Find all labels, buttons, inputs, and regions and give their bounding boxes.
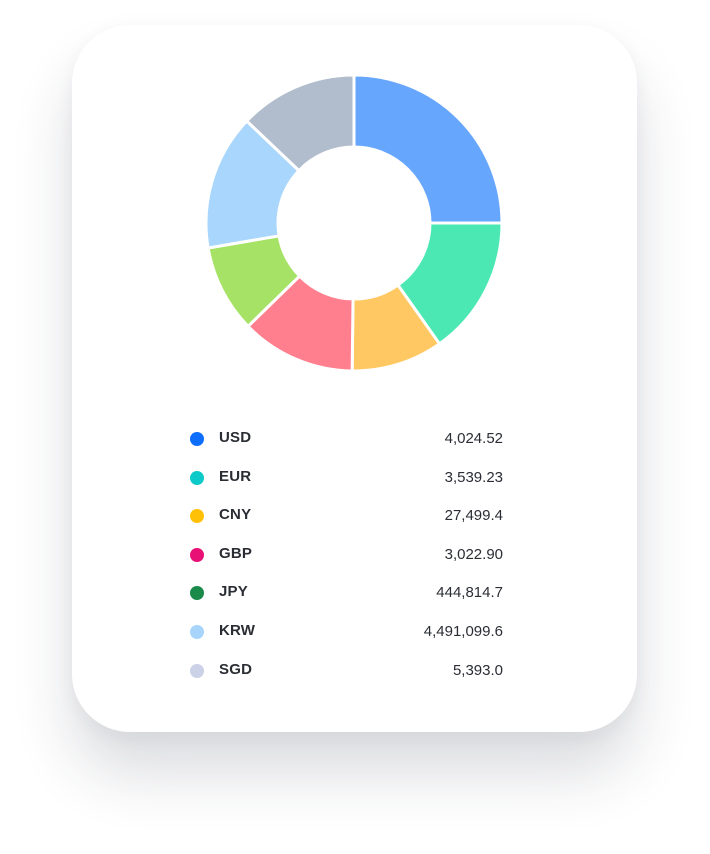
donut-slice-usd xyxy=(352,73,504,225)
legend-dot-usd xyxy=(190,432,204,446)
legend-row-cny: CNY 27,499.4 xyxy=(190,497,503,536)
legend-code-cny: CNY xyxy=(219,506,252,524)
legend-value-sgd: 5,393.0 xyxy=(452,661,503,679)
legend-dot-gbp xyxy=(190,547,204,562)
legend-value-usd: 4,024.52 xyxy=(444,430,503,447)
legend-row-jpy: JPY 444,814.7 xyxy=(190,574,503,613)
legend-value-cny: 27,499.4 xyxy=(444,507,503,525)
legend-row-krw: KRW 4,491,099.6 xyxy=(190,613,503,652)
legend-code-usd: USD xyxy=(219,429,252,446)
legend-code-sgd: SGD xyxy=(219,660,253,678)
legend-dot-krw xyxy=(190,624,204,639)
legend-row-eur: EUR 3,539.23 xyxy=(190,459,503,498)
legend-dot-sgd xyxy=(190,663,204,678)
currency-legend: USD 4,024.52 EUR 3,539.23 CNY 27,499.4 G… xyxy=(190,420,503,690)
legend-row-usd: USD 4,024.52 xyxy=(190,420,503,459)
legend-value-jpy: 444,814.7 xyxy=(436,584,503,602)
donut-chart xyxy=(204,73,504,373)
legend-value-eur: 3,539.23 xyxy=(444,468,503,486)
donut-slice-sgd xyxy=(245,73,356,173)
legend-code-gbp: GBP xyxy=(219,544,253,562)
legend-value-krw: 4,491,099.6 xyxy=(423,622,503,640)
legend-value-gbp: 3,022.90 xyxy=(444,545,503,563)
legend-code-eur: EUR xyxy=(219,467,252,485)
legend-row-gbp: GBP 3,022.90 xyxy=(190,536,503,575)
legend-code-jpy: JPY xyxy=(219,583,248,601)
legend-dot-cny xyxy=(190,509,204,524)
legend-dot-eur xyxy=(190,470,204,485)
legend-dot-jpy xyxy=(190,586,204,601)
currency-card: USD 4,024.52 EUR 3,539.23 CNY 27,499.4 G… xyxy=(72,25,637,732)
legend-row-sgd: SGD 5,393.0 xyxy=(190,652,503,691)
legend-code-krw: KRW xyxy=(219,621,256,639)
